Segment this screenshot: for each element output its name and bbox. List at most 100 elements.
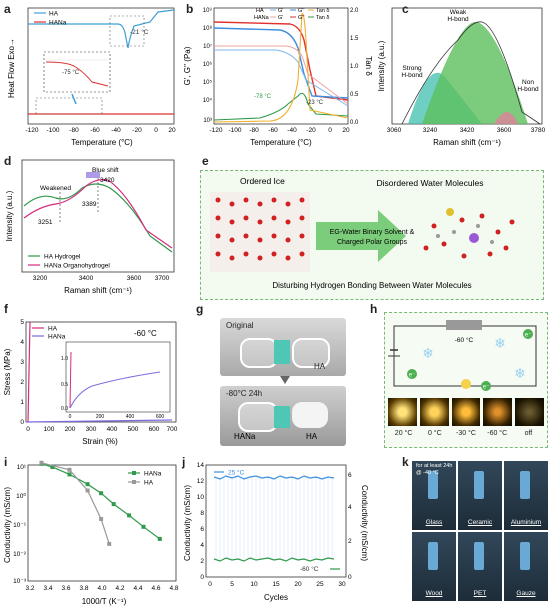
- annotation-1: -78 °C: [254, 94, 272, 100]
- svg-text:4.8: 4.8: [169, 585, 178, 592]
- led-label: off: [524, 430, 533, 437]
- chart-f: 0.00.51.0 0 200 400 600 -60 °C HA HANa 0123…: [3, 319, 178, 446]
- led-labels: 20 °C 0 °C -30 °C -60 °C off: [388, 430, 544, 437]
- data-point: [67, 467, 72, 472]
- substrate-grid: Glass Ceramic Aluminium Wood PET Gauze: [412, 461, 548, 601]
- peak-3420: 3420: [100, 177, 115, 184]
- substrate-photo: Gauze: [504, 532, 548, 601]
- inset-annotation: -75 °C: [62, 70, 80, 76]
- svg-text:-20: -20: [306, 127, 316, 134]
- svg-text:Tan δ: Tan δ: [316, 8, 329, 14]
- y-ticks: 10⁹ 10⁸ 10⁷ 10⁶ 10⁵ 10⁴ 10³: [203, 7, 213, 124]
- substrate-photo: Wood: [412, 532, 456, 601]
- down-arrow: [280, 376, 290, 384]
- y2-ticks: 0 2 4 6: [348, 472, 352, 581]
- panel-label: b: [186, 2, 194, 16]
- data-point: [127, 513, 132, 518]
- y-axis-label: Intensity (a.u.): [5, 190, 14, 241]
- svg-text:-80: -80: [249, 127, 259, 134]
- panel-b: b -78 °C -23 °C HA HANa G' G'' Tan δ G' …: [180, 0, 372, 150]
- temp-25: 25 °C: [228, 469, 245, 477]
- y-ticks: 10¹ 10⁰ 10⁻¹ 10⁻² 10⁻³: [13, 464, 27, 585]
- data-point: [157, 536, 162, 541]
- svg-text:G': G': [278, 15, 283, 21]
- hana-label: HANa: [234, 432, 256, 441]
- svg-text:10⁻²: 10⁻²: [13, 551, 27, 558]
- svg-text:3700: 3700: [155, 275, 170, 282]
- svg-text:1.5: 1.5: [350, 36, 359, 42]
- data-point: [85, 488, 90, 493]
- panel-e: e Ordered Ice Disordered Water Molecules…: [182, 152, 550, 300]
- connector: [274, 406, 290, 428]
- bottom-caption: Disturbing Hydrogen Bonding Between Wate…: [272, 281, 471, 290]
- svg-text:1.0: 1.0: [61, 356, 68, 362]
- chart-c: Weak H-bond Strong H-bond Non H-bond 3060 3…: [377, 7, 546, 147]
- substrate-label: Glass: [425, 519, 443, 526]
- svg-text:25: 25: [316, 581, 324, 588]
- svg-text:10⁻³: 10⁻³: [13, 578, 27, 585]
- top-annotation: -21 °C: [130, 28, 149, 36]
- disordered-title: Disordered Water Molecules: [377, 178, 484, 188]
- svg-text:0: 0: [200, 574, 204, 581]
- data-point: [111, 502, 116, 507]
- chart-d: Weakened Blue shift 3420 3389 3251 HA Hy…: [5, 159, 175, 295]
- data-point: [141, 524, 146, 529]
- sample-left: [240, 338, 278, 368]
- svg-text:-40: -40: [111, 127, 121, 134]
- panel-i: i 10¹ 10⁰ 10⁻¹ 10⁻² 10⁻³ 3.2 3.4 3.6 3.8…: [0, 455, 180, 609]
- svg-text:3400: 3400: [79, 275, 94, 282]
- svg-text:4.2: 4.2: [115, 585, 124, 592]
- svg-text:10: 10: [250, 581, 258, 588]
- x-axis-label: Temperature (°C): [71, 138, 133, 147]
- svg-text:3: 3: [20, 359, 24, 366]
- panel-label: h: [370, 302, 378, 316]
- y2-axis-label: Tan δ: [364, 56, 372, 76]
- series-group: [39, 460, 162, 546]
- svg-text:14: 14: [197, 462, 205, 469]
- svg-text:4.4: 4.4: [133, 585, 142, 592]
- x-ticks: -120 -100 -80 -60 -40 -20 0 20: [25, 127, 176, 134]
- substrate-photo: Glass: [412, 461, 456, 530]
- svg-text:400: 400: [126, 414, 135, 420]
- temperature-label: -60 °C: [455, 336, 474, 344]
- svg-text:4: 4: [348, 504, 352, 511]
- panel-label: g: [196, 302, 204, 316]
- x-axis-label: Strain (%): [82, 437, 118, 446]
- svg-text:e⁻: e⁻: [409, 373, 416, 379]
- x-ticks: 0 5 10 15 20 25 30: [208, 581, 346, 588]
- svg-text:4.6: 4.6: [151, 585, 160, 592]
- inset-xticks: 0 200 400 600: [69, 414, 165, 420]
- weakened-annotation: Weakened: [40, 185, 71, 192]
- led-photos: [388, 398, 544, 426]
- substrate-label: Wood: [425, 590, 443, 597]
- svg-text:3420: 3420: [460, 127, 475, 134]
- panel-label: f: [4, 302, 8, 316]
- y-axis-label: Conductivity (mS/cm): [183, 485, 192, 561]
- svg-text:20: 20: [294, 581, 302, 588]
- legend-ha: HA: [144, 480, 154, 487]
- led-label: -30 °C: [456, 430, 476, 437]
- legend-hana: HANa Organohydrogel: [44, 263, 110, 270]
- peak-weak: Weak H-bond: [447, 9, 469, 23]
- svg-text:700: 700: [167, 426, 178, 433]
- svg-text:15: 15: [272, 581, 280, 588]
- svg-text:3600: 3600: [497, 127, 512, 134]
- legend-ha: HA: [48, 326, 58, 333]
- x-ticks: 3200 3400 3600 3700: [33, 275, 170, 282]
- cycle-lines: [215, 477, 333, 559]
- data-point: [107, 541, 112, 546]
- y2-ticks: 2.0 1.5 1.0 0.5 0.0: [350, 8, 359, 126]
- photo-original: Original: [220, 318, 346, 376]
- panel-label: j: [182, 455, 186, 469]
- legend-hana: HANa: [144, 471, 162, 478]
- data-point: [85, 482, 90, 487]
- svg-text:0: 0: [328, 127, 332, 134]
- sample-right: [292, 338, 330, 368]
- y2-axis-label: Conductivity (mS/cm): [360, 485, 369, 561]
- frozen-label: -80°C 24h: [226, 389, 263, 398]
- svg-text:HA: HA: [256, 8, 264, 14]
- panel-d: d Weakened Blue shift 3420 3389 3251 HA …: [0, 152, 180, 300]
- svg-text:3780: 3780: [531, 127, 546, 134]
- svg-text:10³: 10³: [203, 118, 212, 124]
